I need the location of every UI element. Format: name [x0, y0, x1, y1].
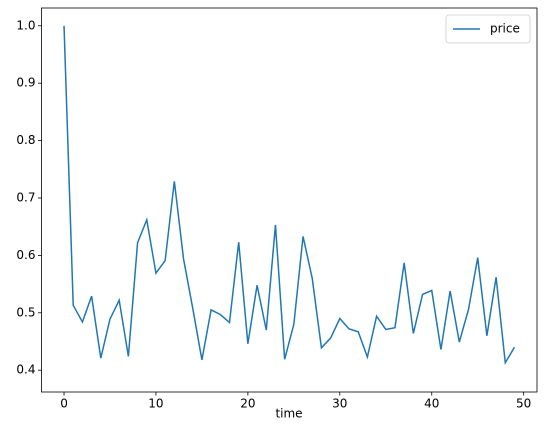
y-tick-label: 1.0 [16, 18, 35, 32]
x-tick-label: 40 [424, 397, 439, 411]
x-tick-label: 10 [148, 397, 163, 411]
x-tick-label: 20 [240, 397, 255, 411]
plot-frame [41, 7, 538, 393]
y-tick-label: 0.7 [16, 190, 35, 204]
x-tick-label: 0 [60, 397, 68, 411]
y-tick-label: 0.4 [16, 363, 35, 377]
x-axis-label: time [275, 407, 302, 421]
x-tick-label: 30 [332, 397, 347, 411]
y-tick-label: 0.8 [16, 133, 35, 147]
legend-label: price [490, 22, 520, 36]
x-tick-label: 50 [516, 397, 531, 411]
y-tick-label: 0.6 [16, 248, 35, 262]
y-tick-label: 0.9 [16, 76, 35, 90]
y-tick-label: 0.5 [16, 305, 35, 319]
legend-box [445, 14, 531, 44]
price-line [63, 25, 516, 366]
